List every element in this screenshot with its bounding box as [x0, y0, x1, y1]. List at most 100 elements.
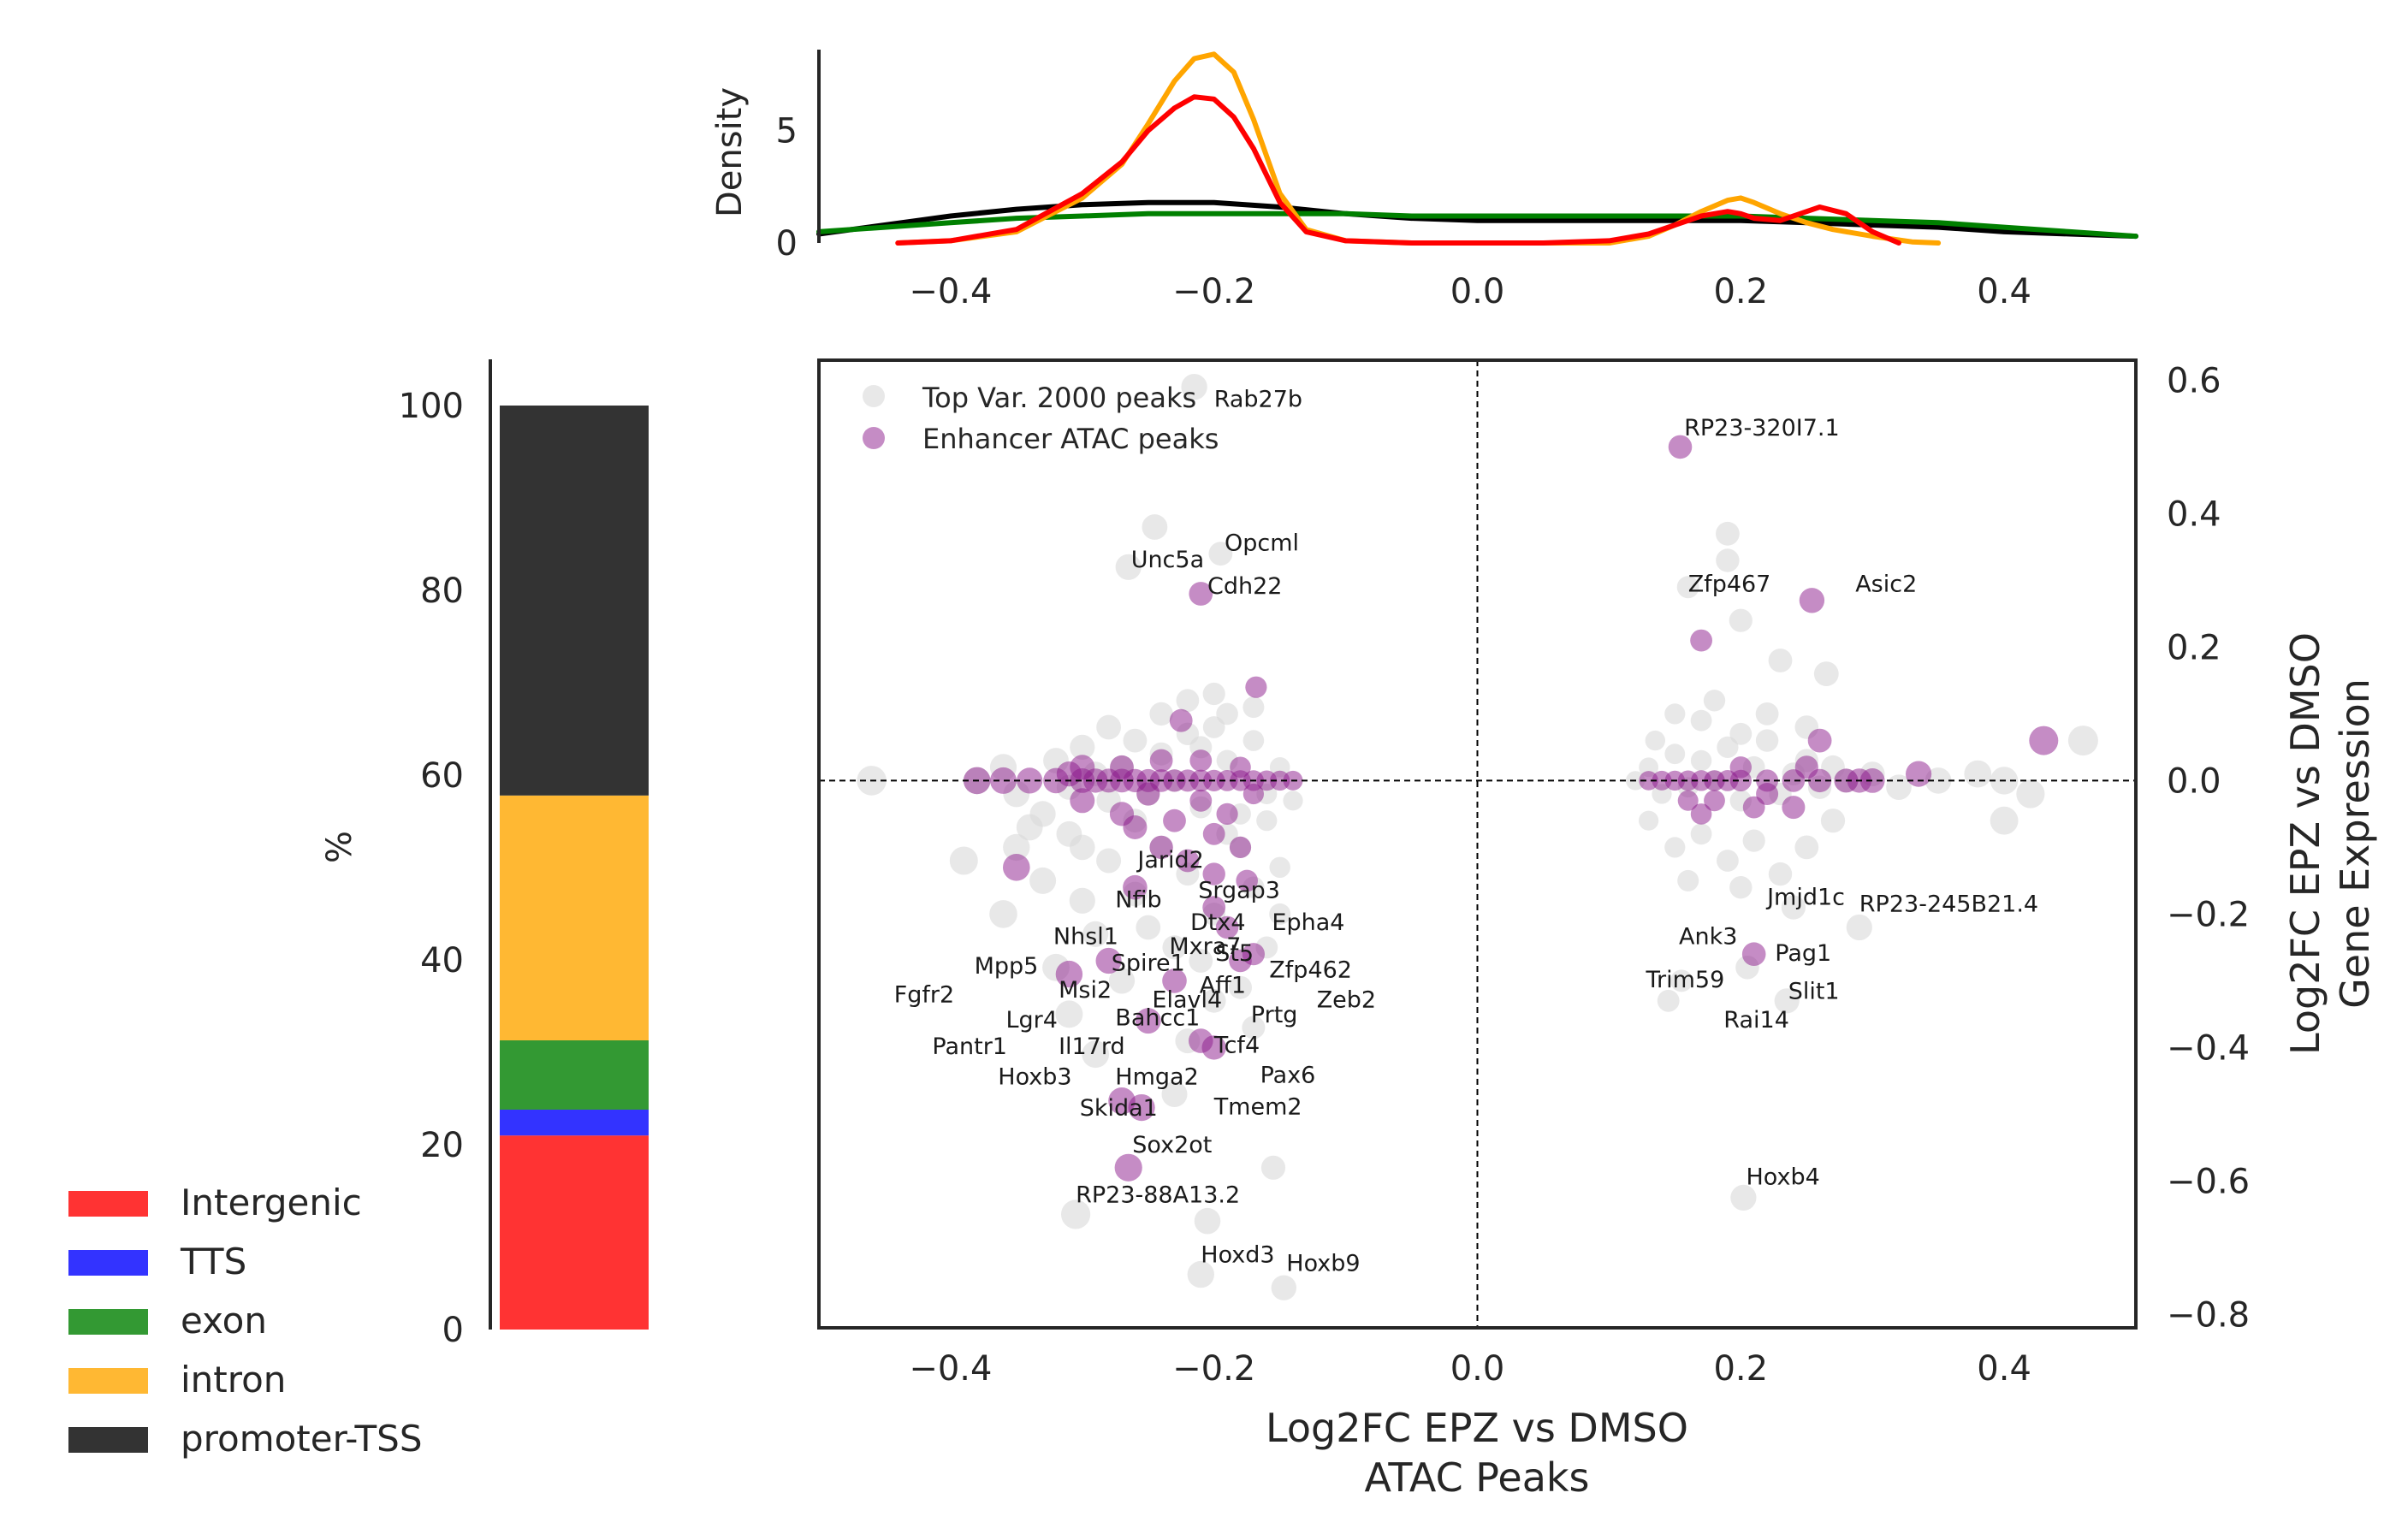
density-curve-3 — [895, 94, 1901, 246]
gene-label: Elavl4 — [1152, 987, 1222, 1014]
gene-label: Mpp5 — [975, 953, 1039, 980]
bar-segments — [500, 406, 649, 1330]
purple-point — [1189, 582, 1213, 606]
grey-point — [1208, 542, 1233, 566]
grey-point — [1201, 988, 1226, 1013]
grey-point — [1069, 887, 1095, 914]
annotation-bar-panel: % 0 20 40 60 80 100 Intergenic TTS exon intron pr… — [68, 359, 649, 1460]
gene-label: Mxra7 — [1169, 933, 1241, 960]
grey-point — [1216, 702, 1238, 726]
bar-segment-exon — [500, 1040, 649, 1110]
gene-label: Zfp462 — [1269, 957, 1352, 984]
grey-point — [1820, 808, 1846, 833]
gene-label: Pax6 — [1260, 1063, 1316, 1089]
gene-label: Nhsl1 — [1053, 924, 1118, 951]
gene-label: Msi2 — [1059, 977, 1112, 1004]
density-y-tick-label: 5 — [776, 112, 798, 151]
grey-point — [1690, 749, 1712, 772]
grey-point — [1070, 734, 1095, 761]
purple-point — [1070, 788, 1095, 814]
gene-label: RP23-320I7.1 — [1684, 415, 1840, 441]
grey-point — [1703, 690, 1726, 712]
scatter-x-tick-label: 0.4 — [1977, 1349, 2031, 1389]
grey-point — [1717, 736, 1739, 759]
purple-point — [1729, 756, 1753, 779]
grey-point — [1194, 1207, 1221, 1235]
bar-segment-intron — [500, 795, 649, 1040]
gene-label: Skida1 — [1080, 1095, 1158, 1122]
purple-point — [1189, 789, 1213, 812]
scatter-y-tick-label: −0.4 — [2167, 1028, 2250, 1068]
grey-point — [1670, 969, 1693, 992]
grey-point — [2016, 779, 2045, 808]
grey-point — [1768, 649, 1793, 672]
purple-point — [1245, 676, 1267, 698]
legend-purple-marker — [863, 427, 885, 449]
legend-label: intron — [181, 1359, 286, 1401]
grey-point — [1149, 702, 1173, 726]
purple-point — [1782, 796, 1806, 820]
density-y-ticks: 05 — [776, 112, 798, 264]
purple-point — [1741, 942, 1766, 966]
grey-point — [1115, 554, 1142, 580]
purple-point — [1135, 1008, 1161, 1034]
grey-point — [1108, 968, 1136, 994]
gene-label: St5 — [1215, 940, 1254, 967]
purple-point — [1201, 1035, 1226, 1060]
grey-point — [1846, 914, 1872, 941]
purple-point — [1149, 749, 1173, 773]
gene-label: Trim59 — [1646, 967, 1725, 993]
purple-point — [1176, 849, 1200, 873]
bar-legend: Intergenic TTS exon intron promoter-TSS — [68, 1182, 422, 1460]
grey-point — [1256, 810, 1278, 832]
grey-point — [1716, 548, 1740, 572]
gene-label: Jmjd1c — [1765, 885, 1845, 911]
scatter-y-label-line1: Log2FC EPZ vs DMSO — [2282, 632, 2328, 1055]
grey-point — [1664, 703, 1686, 725]
grey-point — [1070, 834, 1095, 861]
grey-point — [2067, 726, 2098, 756]
purple-point — [1639, 771, 1658, 791]
grey-point — [1676, 576, 1699, 599]
grey-point — [1813, 661, 1839, 686]
gene-label: Tmem2 — [1213, 1093, 1302, 1120]
density-x-tick-label: 0.4 — [1977, 272, 2031, 311]
gene-label: Hoxb3 — [998, 1063, 1071, 1090]
grey-point — [1142, 514, 1168, 540]
purple-point — [1149, 835, 1173, 860]
scatter-x-tick-label: 0.0 — [1450, 1349, 1505, 1389]
bar-y-tick-label: 0 — [442, 1311, 464, 1350]
purple-point — [1690, 803, 1712, 825]
grey-point — [1181, 374, 1207, 400]
legend-swatch — [68, 1368, 148, 1394]
purple-point — [1123, 815, 1148, 839]
gene-label: Tcf4 — [1213, 1033, 1260, 1059]
bar-segment-promoter-tss — [500, 406, 649, 796]
grey-point — [989, 900, 1017, 928]
grey-point — [1082, 1040, 1110, 1069]
gene-label: Dtx4 — [1190, 909, 1246, 936]
density-x-tick-label: −0.2 — [1172, 272, 1255, 311]
purple-point — [1807, 728, 1832, 753]
grey-point — [1664, 743, 1686, 765]
purple-point — [1095, 947, 1122, 974]
bar-y-tick-label: 100 — [399, 387, 464, 426]
gene-label: Hmga2 — [1115, 1063, 1198, 1090]
grey-point — [1645, 730, 1666, 751]
grey-point — [1964, 760, 1992, 788]
purple-point — [1162, 968, 1187, 993]
grey-point — [1082, 921, 1109, 947]
gene-label: RP23-88A13.2 — [1076, 1182, 1240, 1208]
scatter-x-label-line2: ATAC Peaks — [1364, 1454, 1589, 1501]
gene-label: Lgr4 — [1006, 1007, 1058, 1034]
density-curves — [816, 51, 2138, 246]
grey-point — [1096, 848, 1122, 874]
gene-label: Asic2 — [1855, 572, 1917, 598]
grey-point — [1029, 867, 1057, 894]
density-y-label: Density — [710, 87, 750, 217]
gene-label: Il17rd — [1059, 1034, 1125, 1060]
grey-point — [1003, 833, 1030, 862]
purple-point — [1794, 755, 1818, 779]
purple-point — [1216, 803, 1238, 826]
bar-y-label: % — [320, 831, 359, 863]
